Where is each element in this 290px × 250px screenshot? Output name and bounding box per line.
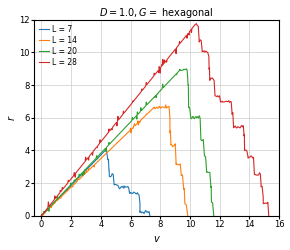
- L = 20: [40, 214, 43, 217]
- L = 20: [168, 79, 171, 82]
- Title: $D = 1.0, G = $ hexagonal: $D = 1.0, G = $ hexagonal: [99, 6, 214, 20]
- L = 28: [264, 202, 268, 205]
- L = 7: [90, 163, 93, 166]
- L = 7: [104, 148, 107, 151]
- L = 7: [49, 205, 52, 208]
- Line: L = 20: L = 20: [41, 69, 214, 216]
- L = 14: [84, 172, 87, 175]
- L = 20: [185, 68, 188, 70]
- L = 28: [60, 189, 64, 192]
- Legend: L = 7, L = 14, L = 20, L = 28: L = 7, L = 14, L = 20, L = 28: [38, 24, 78, 68]
- X-axis label: $v$: $v$: [153, 234, 160, 244]
- L = 7: [148, 214, 152, 217]
- L = 14: [88, 168, 91, 171]
- L = 14: [166, 106, 169, 109]
- L = 7: [40, 214, 43, 217]
- L = 28: [40, 214, 43, 217]
- L = 20: [162, 85, 166, 88]
- L = 20: [158, 89, 162, 92]
- L = 14: [50, 204, 54, 207]
- L = 28: [238, 126, 241, 129]
- Line: L = 28: L = 28: [41, 24, 269, 216]
- L = 14: [164, 104, 168, 106]
- L = 7: [60, 194, 63, 197]
- L = 28: [192, 25, 195, 28]
- L = 7: [85, 168, 88, 171]
- L = 7: [117, 186, 121, 189]
- L = 14: [40, 214, 43, 217]
- L = 20: [123, 126, 127, 129]
- L = 28: [244, 148, 247, 152]
- L = 28: [195, 22, 198, 25]
- L = 20: [212, 214, 215, 217]
- L = 28: [50, 201, 54, 204]
- L = 14: [186, 214, 189, 217]
- Y-axis label: $r$: $r$: [6, 114, 17, 121]
- L = 14: [95, 161, 99, 164]
- L = 20: [164, 84, 167, 86]
- Line: L = 7: L = 7: [41, 150, 150, 216]
- L = 28: [267, 214, 271, 217]
- L = 20: [60, 193, 64, 196]
- L = 7: [122, 187, 126, 190]
- Line: L = 14: L = 14: [41, 105, 188, 216]
- L = 14: [63, 192, 66, 195]
